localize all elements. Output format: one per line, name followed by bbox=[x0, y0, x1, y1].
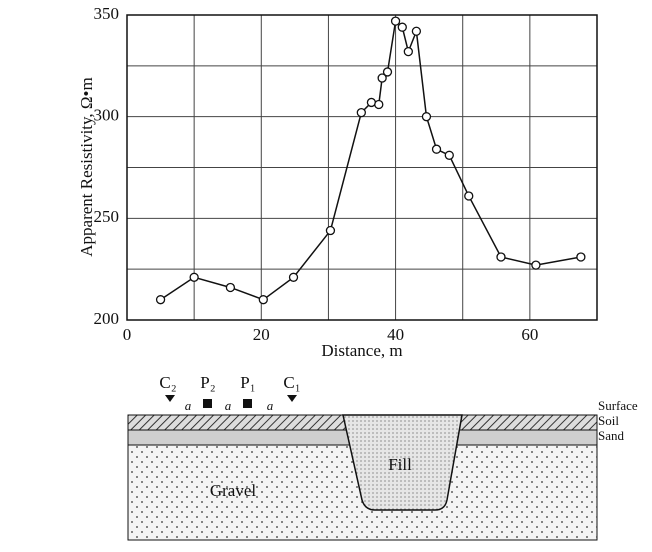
spacing-label: a bbox=[185, 398, 192, 413]
data-point bbox=[225, 282, 236, 293]
data-point bbox=[431, 144, 442, 154]
potential-electrode bbox=[203, 399, 212, 408]
gravel-label: Gravel bbox=[210, 481, 257, 500]
layer-label: Soil bbox=[598, 413, 619, 428]
fill-trench bbox=[342, 414, 463, 511]
y-tick-label: 350 bbox=[94, 4, 120, 23]
data-point bbox=[531, 260, 541, 270]
electrode-label: C₁ bbox=[283, 373, 300, 392]
data-point bbox=[496, 252, 506, 262]
data-point bbox=[377, 73, 387, 83]
potential-electrode bbox=[243, 399, 252, 408]
data-point bbox=[189, 272, 199, 282]
x-axis-label: Distance, m bbox=[321, 341, 402, 360]
x-tick-label: 0 bbox=[123, 325, 132, 344]
current-electrode bbox=[165, 395, 175, 402]
y-tick-label: 250 bbox=[94, 207, 120, 226]
data-point bbox=[356, 107, 366, 118]
data-point bbox=[288, 272, 299, 282]
y-tick-label: 200 bbox=[94, 309, 120, 328]
data-point bbox=[382, 67, 393, 77]
data-point bbox=[421, 112, 432, 122]
data-point bbox=[403, 46, 413, 57]
data-point bbox=[374, 99, 384, 110]
cross-section: C₂ P₂ P₁ C₁ a a a Surface Soil Sand Fill… bbox=[127, 373, 638, 541]
data-point bbox=[464, 191, 474, 201]
data-point bbox=[411, 26, 422, 36]
y-axis-label: Apparent Resistivity, Ω•m bbox=[77, 77, 96, 256]
layer-label: Sand bbox=[598, 428, 625, 443]
fill-label: Fill bbox=[388, 455, 412, 474]
y-tick-label: 300 bbox=[94, 106, 120, 125]
data-point bbox=[258, 295, 268, 305]
data-point bbox=[390, 16, 401, 26]
data-line bbox=[160, 19, 582, 301]
layer-label: Surface bbox=[598, 398, 638, 413]
x-tick-label: 60 bbox=[521, 325, 538, 344]
data-point bbox=[397, 22, 407, 32]
x-tick-label: 20 bbox=[253, 325, 270, 344]
data-point bbox=[155, 295, 166, 305]
plot-frame bbox=[126, 14, 598, 321]
data-point bbox=[444, 150, 454, 160]
electrode-label: P₁ bbox=[240, 373, 255, 392]
chart: 200 250 300 350 0 20 40 60 bbox=[94, 4, 598, 344]
x-tick-label: 40 bbox=[387, 325, 404, 344]
data-point bbox=[325, 225, 336, 236]
current-electrode bbox=[287, 395, 297, 402]
spacing-label: a bbox=[267, 398, 274, 413]
electrode-label: P₂ bbox=[200, 373, 215, 392]
data-point bbox=[576, 252, 586, 262]
electrode-label: C₂ bbox=[159, 373, 176, 392]
spacing-label: a bbox=[225, 398, 232, 413]
